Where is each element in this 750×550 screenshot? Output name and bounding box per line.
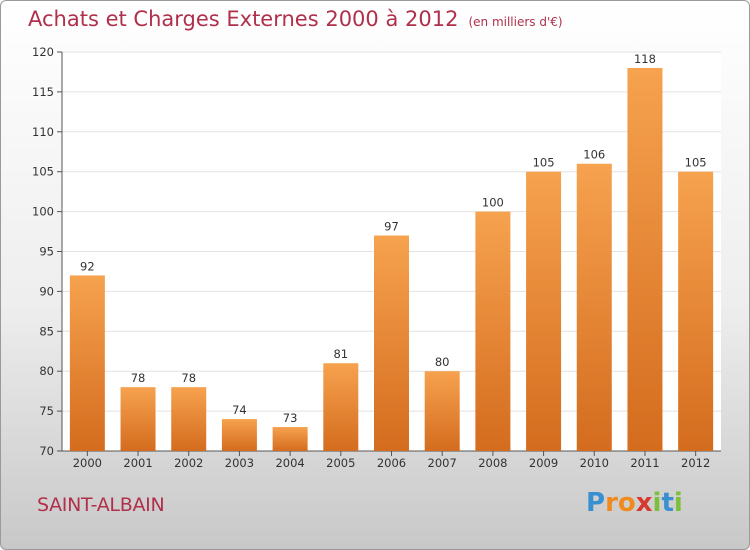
bar bbox=[576, 163, 612, 451]
x-tick-label: 2008 bbox=[478, 456, 507, 470]
bar bbox=[424, 371, 460, 451]
bar bbox=[272, 427, 308, 451]
x-tick-label: 2001 bbox=[123, 456, 152, 470]
logo-letter: i bbox=[673, 488, 683, 518]
bar bbox=[526, 171, 562, 451]
y-tick-label: 110 bbox=[32, 125, 54, 139]
logo-letter: i bbox=[652, 488, 662, 518]
y-tick-label: 90 bbox=[39, 284, 54, 298]
bar-value-label: 73 bbox=[283, 411, 298, 425]
bar bbox=[678, 171, 714, 451]
bar-value-label: 105 bbox=[533, 156, 555, 170]
x-tick-label: 2011 bbox=[630, 456, 659, 470]
y-tick-label: 95 bbox=[39, 245, 54, 259]
x-tick-label: 2012 bbox=[681, 456, 710, 470]
y-tick-label: 80 bbox=[39, 364, 54, 378]
bar-value-label: 92 bbox=[80, 259, 95, 273]
y-tick-label: 85 bbox=[39, 324, 54, 338]
logo-letter: x bbox=[635, 488, 653, 518]
y-tick-label: 100 bbox=[32, 205, 54, 219]
logo-letter: r bbox=[605, 488, 618, 518]
bar-value-label: 80 bbox=[435, 355, 450, 369]
bar bbox=[120, 387, 156, 451]
chart-title-text: Achats et Charges Externes 2000 à 2012 bbox=[28, 7, 459, 31]
y-tick-label: 105 bbox=[32, 165, 54, 179]
y-tick-label: 70 bbox=[39, 444, 54, 458]
bar-value-label: 78 bbox=[181, 371, 196, 385]
chart-subtitle: (en milliers d'€) bbox=[468, 15, 563, 29]
x-tick-label: 2004 bbox=[275, 456, 304, 470]
bar bbox=[221, 419, 257, 451]
bar bbox=[475, 211, 511, 451]
chart-title: Achats et Charges Externes 2000 à 2012 (e… bbox=[28, 7, 563, 31]
bar bbox=[69, 275, 105, 451]
bar-value-label: 81 bbox=[333, 347, 348, 361]
bar-value-label: 78 bbox=[131, 371, 146, 385]
bar bbox=[374, 235, 409, 451]
bar-value-label: 118 bbox=[634, 52, 656, 66]
bar bbox=[171, 387, 207, 451]
x-tick-label: 2003 bbox=[225, 456, 254, 470]
proxiti-logo: Proxiti bbox=[586, 488, 683, 518]
x-tick-label: 2010 bbox=[580, 456, 609, 470]
bar-value-label: 105 bbox=[685, 156, 707, 170]
y-tick-label: 115 bbox=[32, 85, 54, 99]
bar-value-label: 100 bbox=[482, 196, 504, 210]
logo-letter: o bbox=[617, 488, 636, 518]
y-tick-label: 120 bbox=[32, 45, 54, 59]
x-tick-label: 2009 bbox=[529, 456, 558, 470]
bar bbox=[627, 67, 663, 452]
bar bbox=[323, 363, 359, 451]
x-tick-label: 2002 bbox=[174, 456, 203, 470]
y-tick-label: 75 bbox=[39, 404, 54, 418]
bar-value-label: 74 bbox=[232, 403, 247, 417]
logo-letter: P bbox=[586, 488, 606, 518]
bar-value-label: 97 bbox=[384, 220, 399, 234]
town-name: SAINT-ALBAIN bbox=[37, 494, 165, 516]
logo-letter: t bbox=[661, 488, 674, 518]
x-tick-label: 2006 bbox=[377, 456, 406, 470]
x-tick-label: 2005 bbox=[326, 456, 355, 470]
bar-value-label: 106 bbox=[583, 148, 605, 162]
x-tick-label: 2000 bbox=[73, 456, 102, 470]
x-tick-label: 2007 bbox=[428, 456, 457, 470]
